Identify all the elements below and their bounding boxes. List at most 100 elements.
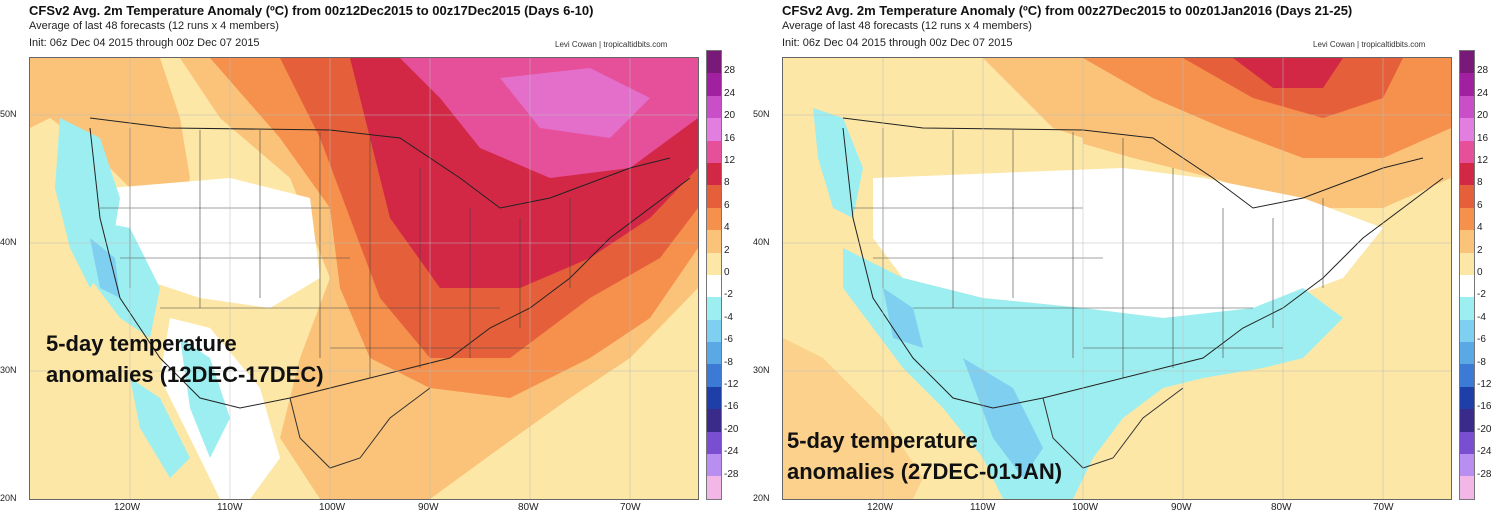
colorbar-swatch	[1460, 319, 1474, 343]
colorbar-label: 12	[1477, 155, 1489, 166]
lon-label: 100W	[1072, 502, 1099, 513]
overlay-line-2: anomalies (27DEC-01JAN)	[787, 459, 1063, 484]
anomaly-field-right	[783, 58, 1451, 499]
colorbar-label: 28	[1477, 65, 1489, 77]
lat-label: 20N	[0, 493, 17, 503]
colorbar-swatch	[707, 297, 721, 320]
colorbar-swatch	[707, 476, 721, 499]
colorbar-label: -4	[724, 311, 733, 323]
colorbar-label: -8	[724, 356, 733, 368]
colorbar-label: -2	[1477, 289, 1486, 301]
colorbar-label: -4	[1477, 311, 1486, 323]
colorbar-swatch	[1460, 118, 1474, 141]
colorbar-label: -28	[1477, 468, 1492, 480]
colorbar-label: -12	[724, 379, 739, 390]
colorbar	[1459, 50, 1475, 500]
colorbar-swatch	[1460, 274, 1474, 298]
colorbar-label: 12	[724, 155, 736, 166]
colorbar-swatch	[707, 162, 721, 186]
colorbar-label: 6	[724, 199, 730, 211]
colorbar-label: -6	[1477, 334, 1486, 346]
colorbar-swatch	[707, 95, 721, 119]
lon-label: 80W	[518, 502, 539, 513]
colorbar-swatch	[1460, 252, 1474, 275]
map-subtitle: Average of last 48 forecasts (12 runs x …	[29, 20, 279, 32]
colorbar-swatch	[1460, 409, 1474, 432]
colorbar-swatch	[707, 364, 721, 387]
colorbar-swatch	[1460, 207, 1474, 231]
anomaly-field-left	[30, 58, 698, 499]
colorbar-label: 4	[724, 222, 730, 234]
lon-label: 100W	[319, 502, 346, 513]
lon-label: 90W	[418, 502, 439, 513]
lat-label: 40N	[0, 237, 17, 247]
colorbar-swatch	[707, 118, 721, 141]
lon-label: 90W	[1171, 502, 1192, 513]
lon-label: 110W	[217, 502, 243, 513]
colorbar-label: 20	[724, 110, 736, 122]
map-subtitle: Average of last 48 forecasts (12 runs x …	[782, 20, 1032, 32]
colorbar-swatch	[707, 386, 721, 410]
colorbar-swatch	[707, 274, 721, 298]
colorbar-label: 0	[1477, 267, 1483, 278]
colorbar-swatch	[707, 319, 721, 343]
colorbar-label: -8	[1477, 356, 1486, 368]
map-title: CFSv2 Avg. 2m Temperature Anomaly (ºC) f…	[29, 3, 594, 18]
lon-label: 120W	[867, 502, 894, 513]
colorbar-swatch	[1460, 51, 1474, 74]
colorbar-label: -12	[1477, 379, 1492, 390]
colorbar-swatch	[1460, 162, 1474, 186]
colorbar-label: -2	[724, 289, 733, 301]
colorbar-swatch	[1460, 140, 1474, 163]
lat-label: 50N	[753, 109, 770, 119]
colorbar-label: -28	[724, 468, 739, 480]
lat-label: 20N	[753, 493, 770, 503]
colorbar-swatch	[707, 207, 721, 231]
colorbar-label: -6	[724, 334, 733, 346]
colorbar-swatch	[1460, 73, 1474, 96]
colorbar-label: 28	[724, 65, 736, 77]
map-panel-right: CFSv2 Avg. 2m Temperature Anomaly (ºC) f…	[753, 0, 1505, 519]
colorbar-swatch	[1460, 342, 1474, 365]
anomaly-map-right	[782, 57, 1452, 500]
colorbar-swatch	[707, 454, 721, 477]
colorbar-label: 24	[1477, 87, 1489, 99]
colorbar-swatch	[707, 431, 721, 455]
colorbar-label: 2	[1477, 244, 1483, 256]
lon-label: 120W	[114, 502, 141, 513]
colorbar-label: -24	[724, 446, 739, 458]
colorbar-swatch	[707, 230, 721, 253]
colorbar-label: 2	[724, 244, 730, 256]
colorbar-swatch	[1460, 431, 1474, 455]
colorbar-label: 24	[724, 87, 736, 99]
colorbar-swatch	[1460, 386, 1474, 410]
colorbar-swatch	[1460, 364, 1474, 387]
lat-label: 40N	[753, 237, 770, 247]
overlay-line-1: 5-day temperature	[46, 331, 237, 356]
colorbar-swatch	[1460, 454, 1474, 477]
overlay-text: 5-day temperature anomalies (27DEC-01JAN…	[787, 425, 1062, 487]
lon-label: 70W	[1373, 502, 1394, 513]
colorbar-swatch	[1460, 185, 1474, 208]
lat-label: 30N	[0, 365, 17, 375]
colorbar	[706, 50, 722, 500]
colorbar-label: -16	[1477, 401, 1492, 413]
colorbar-swatch	[1460, 95, 1474, 119]
colorbar-label: -20	[1477, 423, 1492, 435]
colorbar-swatch	[1460, 297, 1474, 320]
colorbar-swatch	[1460, 230, 1474, 253]
lon-label: 70W	[620, 502, 641, 513]
colorbar-label: -20	[724, 423, 739, 435]
lon-label: 110W	[970, 502, 996, 513]
colorbar-swatch	[1460, 476, 1474, 499]
colorbar-label: 8	[724, 177, 730, 189]
anomaly-map-left	[29, 57, 699, 500]
map-init-text: Init: 06z Dec 04 2015 through 00z Dec 07…	[782, 37, 1013, 49]
lat-label: 30N	[753, 365, 770, 375]
colorbar-swatch	[707, 252, 721, 275]
overlay-line-1: 5-day temperature	[787, 428, 978, 453]
colorbar-swatch	[707, 73, 721, 96]
colorbar-label: 16	[1477, 132, 1489, 144]
colorbar-label: 6	[1477, 199, 1483, 211]
colorbar-swatch	[707, 51, 721, 74]
